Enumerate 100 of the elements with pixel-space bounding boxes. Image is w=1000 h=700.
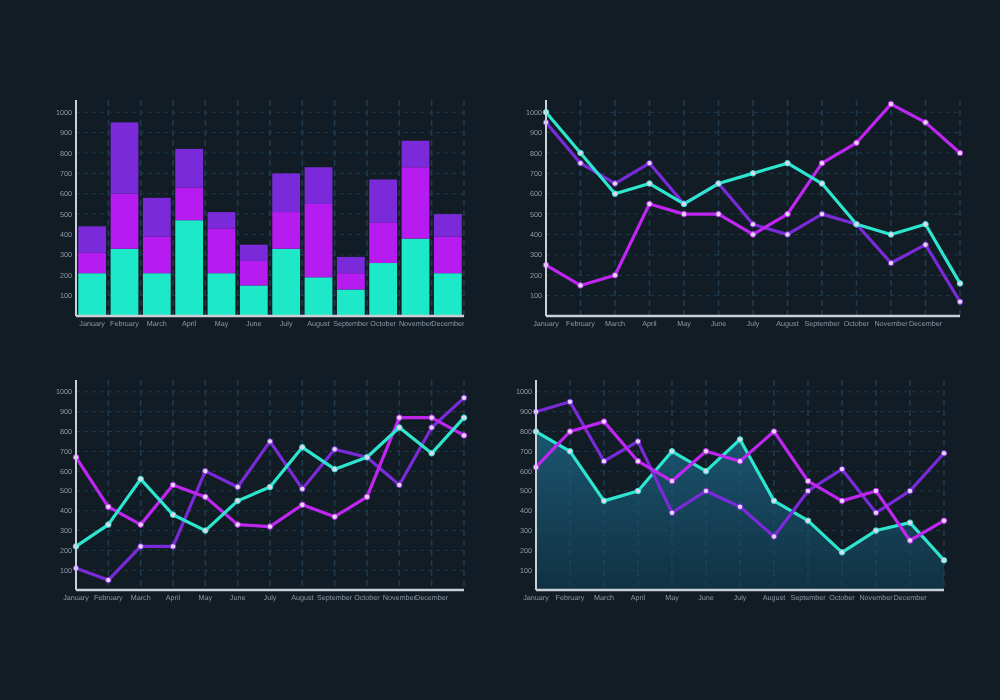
point [234,521,241,528]
bar [433,236,462,274]
point [428,450,435,457]
point [818,210,826,218]
bar [369,222,398,264]
point [702,448,710,455]
bar [239,244,268,261]
bar [336,273,365,290]
point [736,457,744,465]
point [940,517,948,524]
bar [239,285,268,316]
point [872,527,880,534]
point [853,139,860,147]
point [266,483,274,491]
point [940,450,948,457]
bar [239,260,268,286]
point [169,511,177,518]
point [460,432,468,439]
point [566,398,574,406]
point [600,497,608,505]
point [956,280,964,287]
point [749,221,757,228]
point [804,517,812,524]
point [331,446,338,453]
point [838,465,846,473]
bar [272,173,301,213]
bar [272,212,301,249]
point [460,394,468,402]
bar [401,238,430,316]
bar [142,197,171,237]
point [736,436,744,443]
bar [110,193,139,249]
point [646,200,653,208]
point [299,485,306,493]
point [331,465,338,473]
point [804,477,812,485]
point [770,497,778,505]
point [428,414,435,421]
point [566,428,574,435]
point [202,527,209,534]
point [680,210,688,218]
point [784,231,791,238]
point [940,557,948,564]
bar [175,187,204,221]
bar [175,148,204,188]
point [956,149,964,157]
bar [175,220,204,316]
point [668,509,676,516]
point [396,481,403,489]
point [137,521,144,528]
point [668,448,676,455]
bar [207,228,236,274]
point [838,497,846,505]
point [702,487,710,495]
point [266,438,274,445]
bar [142,273,171,316]
point [818,180,826,187]
bar [142,236,171,274]
bar [433,214,462,237]
point [887,231,895,238]
point [234,483,241,491]
point [577,282,584,289]
point [715,210,722,218]
point [105,521,112,528]
point [169,543,177,550]
point [611,271,619,279]
point [838,549,846,556]
point [702,467,710,475]
point [887,100,895,108]
point [105,576,112,584]
point [299,444,306,451]
bar [78,252,107,274]
point [611,180,619,187]
point [749,231,757,238]
point [396,414,403,421]
point [577,149,584,157]
point [922,221,929,228]
point [770,533,778,540]
bar [336,256,365,274]
point [600,457,608,465]
point [922,241,929,248]
point [749,170,757,177]
point [363,493,371,501]
point [460,414,468,421]
bar [304,277,333,316]
point [784,159,791,167]
bar [207,273,236,316]
point [634,457,642,465]
bar [207,212,236,229]
point [906,487,914,495]
point [169,481,177,489]
bar [110,122,139,194]
point [646,159,653,167]
point [906,537,914,544]
point [922,119,929,126]
bar [304,167,333,204]
bar [401,140,430,168]
point [577,159,584,167]
point [331,513,338,520]
bar [304,203,333,278]
